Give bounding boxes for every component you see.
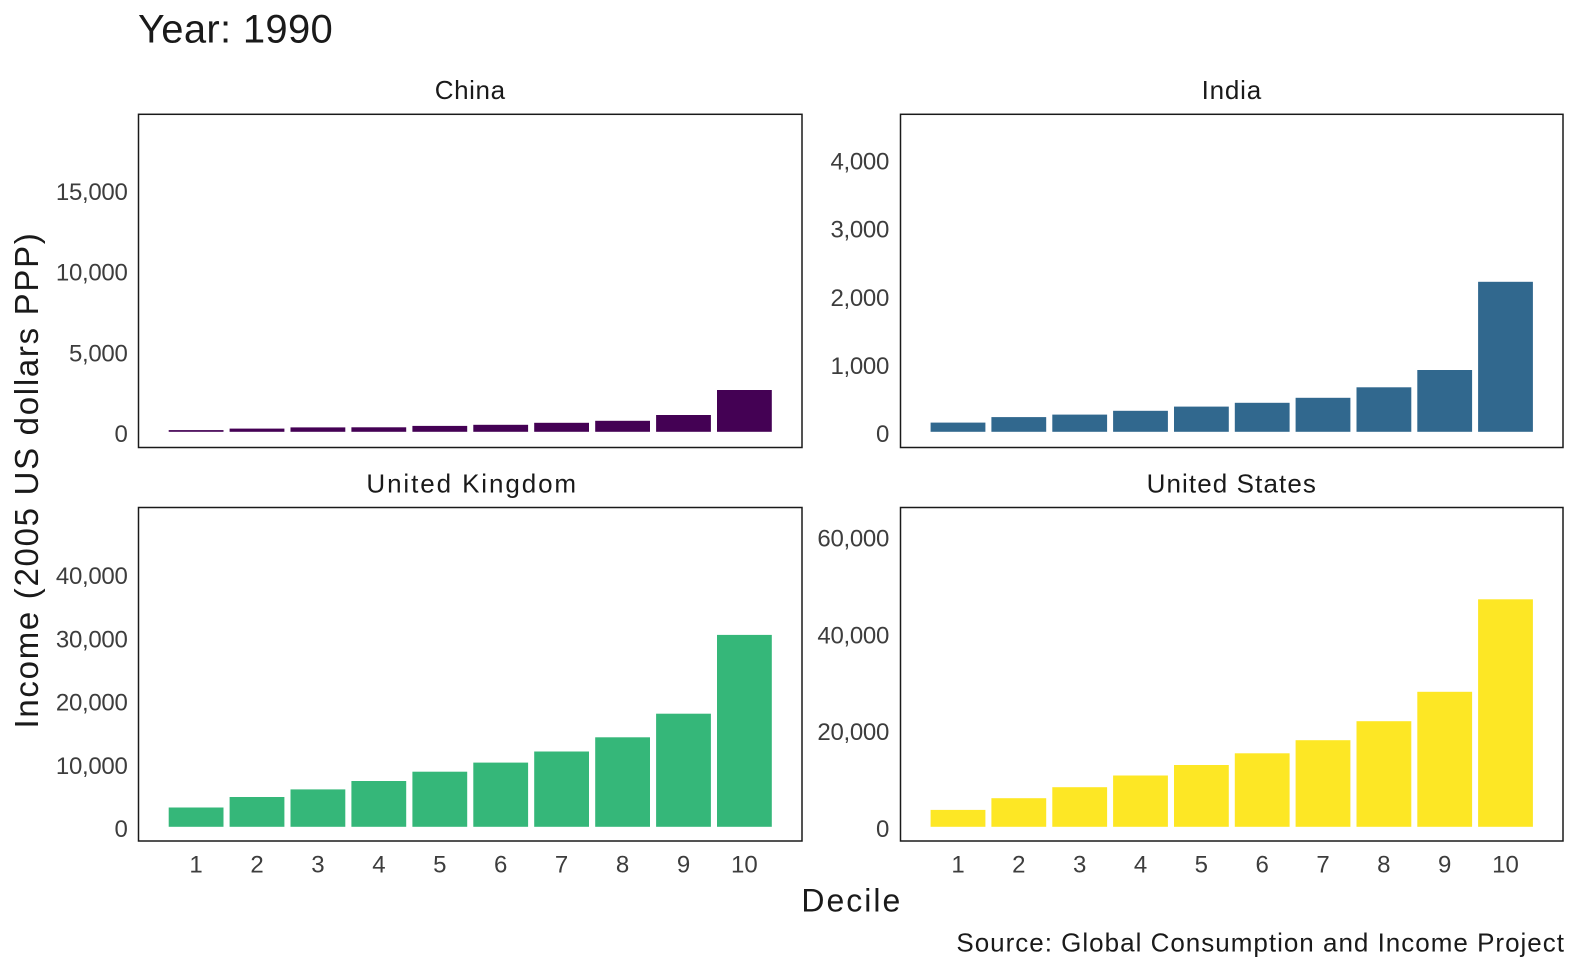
svg-text:10: 10 [1492, 852, 1519, 879]
svg-text:2: 2 [250, 852, 263, 879]
svg-text:8: 8 [616, 852, 629, 879]
svg-text:3: 3 [1073, 852, 1086, 879]
svg-text:United States: United States [1147, 469, 1317, 499]
svg-text:2: 2 [1012, 852, 1025, 879]
svg-text:0: 0 [876, 816, 889, 843]
svg-text:2,000: 2,000 [830, 285, 889, 312]
svg-text:6: 6 [494, 852, 507, 879]
svg-text:0: 0 [114, 816, 127, 843]
svg-text:9: 9 [1438, 852, 1451, 879]
svg-text:10,000: 10,000 [56, 753, 128, 780]
svg-text:India: India [1202, 75, 1262, 105]
svg-text:60,000: 60,000 [817, 525, 889, 552]
svg-text:Income (2005 US dollars PPP): Income (2005 US dollars PPP) [8, 232, 45, 729]
svg-text:4: 4 [372, 852, 385, 879]
svg-text:4: 4 [1134, 852, 1147, 879]
svg-text:Year: 1990: Year: 1990 [138, 7, 333, 51]
svg-text:Decile: Decile [801, 882, 902, 918]
svg-text:1: 1 [951, 852, 964, 879]
svg-text:5: 5 [1195, 852, 1208, 879]
svg-text:5,000: 5,000 [69, 340, 128, 367]
svg-text:8: 8 [1377, 852, 1390, 879]
svg-text:China: China [435, 75, 506, 105]
svg-text:7: 7 [1316, 852, 1329, 879]
svg-text:1,000: 1,000 [830, 353, 889, 380]
svg-text:30,000: 30,000 [56, 626, 128, 653]
svg-text:0: 0 [876, 421, 889, 448]
svg-text:1: 1 [189, 852, 202, 879]
svg-text:20,000: 20,000 [817, 719, 889, 746]
svg-text:10,000: 10,000 [56, 260, 128, 287]
svg-text:9: 9 [677, 852, 690, 879]
svg-text:3: 3 [311, 852, 324, 879]
svg-text:4,000: 4,000 [830, 148, 889, 175]
svg-text:40,000: 40,000 [56, 563, 128, 590]
svg-text:United Kingdom: United Kingdom [366, 469, 578, 499]
svg-text:6: 6 [1256, 852, 1269, 879]
svg-text:5: 5 [433, 852, 446, 879]
svg-text:15,000: 15,000 [56, 179, 128, 206]
svg-text:0: 0 [114, 421, 127, 448]
svg-text:40,000: 40,000 [817, 622, 889, 649]
svg-text:20,000: 20,000 [56, 690, 128, 717]
svg-text:10: 10 [731, 852, 758, 879]
svg-text:Source: Global Consumption and: Source: Global Consumption and Income Pr… [956, 928, 1565, 958]
svg-text:7: 7 [555, 852, 568, 879]
svg-text:3,000: 3,000 [830, 217, 889, 244]
